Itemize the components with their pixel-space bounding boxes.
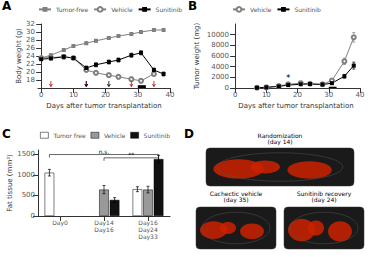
svg-text:(day 14): (day 14)	[267, 138, 292, 146]
svg-text:B: B	[188, 0, 197, 13]
svg-text:Fat tissue (mm³): Fat tissue (mm³)	[6, 154, 14, 212]
svg-text:**: **	[128, 151, 134, 158]
svg-text:26: 26	[26, 44, 35, 52]
svg-text:Day16: Day16	[138, 219, 158, 226]
svg-text:40: 40	[356, 91, 365, 99]
svg-text:40: 40	[166, 91, 175, 99]
svg-text:(day 24): (day 24)	[311, 196, 336, 204]
svg-text:Sunitinib: Sunitinib	[144, 132, 171, 139]
svg-text:10: 10	[69, 91, 78, 99]
svg-text:0: 0	[39, 91, 43, 99]
svg-text:30: 30	[26, 28, 35, 36]
svg-text:Body weight (g): Body weight (g)	[15, 28, 23, 84]
svg-text:*: *	[286, 73, 291, 83]
svg-text:8000: 8000	[211, 41, 229, 49]
svg-text:20: 20	[101, 91, 110, 99]
svg-text:2000: 2000	[211, 73, 229, 81]
svg-text:30: 30	[324, 91, 333, 99]
svg-text:28: 28	[26, 36, 35, 44]
svg-text:1500: 1500	[17, 150, 35, 158]
svg-text:24: 24	[26, 52, 35, 60]
svg-text:0: 0	[233, 91, 237, 99]
svg-text:Vehicle: Vehicle	[111, 6, 133, 13]
svg-text:Day24: Day24	[138, 226, 158, 233]
svg-text:Day14: Day14	[94, 219, 114, 226]
svg-text:Days after tumor transplantati: Days after tumor transplantation	[238, 102, 353, 110]
svg-text:10: 10	[262, 91, 271, 99]
svg-text:Day0: Day0	[52, 219, 68, 227]
svg-text:20: 20	[26, 68, 35, 76]
svg-text:500: 500	[22, 191, 35, 199]
svg-text:0: 0	[225, 84, 229, 92]
svg-text:1000: 1000	[17, 171, 35, 179]
svg-text:32: 32	[26, 20, 35, 28]
svg-text:Sunitinib: Sunitinib	[294, 6, 321, 13]
svg-text:Randomization: Randomization	[257, 131, 303, 139]
svg-text:Cachectic vehicle: Cachectic vehicle	[209, 189, 263, 197]
svg-text:4000: 4000	[211, 63, 229, 71]
svg-text:Tumor free: Tumor free	[52, 132, 86, 139]
svg-text:(day 35): (day 35)	[223, 196, 248, 204]
svg-text:20: 20	[293, 91, 302, 99]
svg-text:Vehicle: Vehicle	[104, 132, 126, 139]
svg-text:D: D	[184, 127, 194, 141]
svg-text:10000: 10000	[207, 31, 229, 39]
svg-text:18: 18	[26, 76, 35, 84]
svg-text:0: 0	[31, 212, 35, 220]
svg-text:Day33: Day33	[138, 233, 158, 241]
svg-text:22: 22	[26, 60, 35, 68]
svg-text:Day16: Day16	[94, 226, 114, 234]
svg-text:Sunitinib recovery: Sunitinib recovery	[296, 189, 352, 197]
svg-text:Tumor-free: Tumor-free	[55, 6, 88, 13]
svg-text:Sunitinib: Sunitinib	[156, 6, 183, 13]
svg-text:A: A	[2, 0, 12, 13]
svg-text:6000: 6000	[211, 52, 229, 60]
svg-text:30: 30	[133, 91, 142, 99]
svg-text:Days after tumor transplantati: Days after tumor transplantation	[46, 102, 161, 110]
svg-text:Tumor weight (mg): Tumor weight (mg)	[193, 23, 201, 91]
svg-text:n.s.: n.s.	[99, 148, 110, 155]
svg-text:C: C	[2, 127, 11, 141]
svg-text:Vehicle: Vehicle	[250, 6, 272, 13]
